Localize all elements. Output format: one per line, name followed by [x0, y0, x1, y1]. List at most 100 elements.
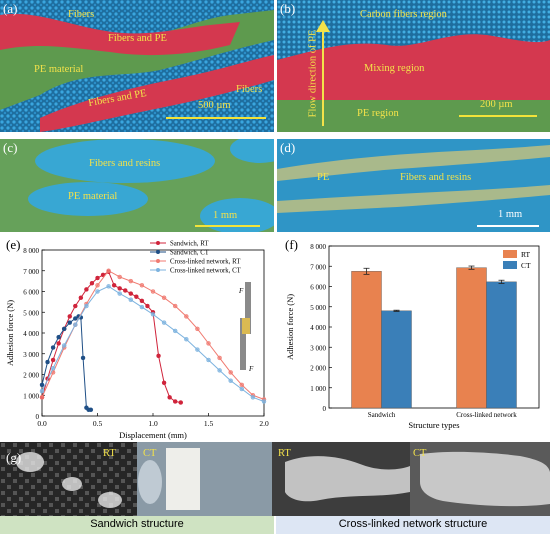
- data-point: [250, 395, 256, 400]
- y-tick-label: 3 000: [310, 344, 326, 352]
- data-point: [184, 314, 189, 319]
- x-tick-label: 2.0: [259, 419, 269, 428]
- data-point: [67, 314, 72, 319]
- panel-c-image: [0, 139, 274, 232]
- specimen-overlap: [242, 318, 250, 334]
- x-tick-label: 1.5: [204, 419, 214, 428]
- data-point: [206, 357, 211, 363]
- data-point: [139, 283, 145, 288]
- label-fibers-top: Fibers: [68, 9, 95, 20]
- panel-a-label: (a): [3, 1, 18, 16]
- y-tick-label: 4 000: [23, 330, 39, 338]
- data-point: [150, 312, 156, 317]
- data-point: [84, 287, 89, 292]
- scale-text-d: 1 mm: [498, 209, 523, 220]
- data-point: [61, 343, 67, 348]
- data-point: [206, 341, 211, 346]
- data-point: [172, 328, 178, 334]
- data-point: [128, 278, 134, 284]
- sandwich-structure-label: Sandwich structure: [0, 516, 274, 534]
- data-point: [161, 320, 167, 325]
- scale-bar-b: [459, 115, 537, 117]
- y-tick-label: 7 000: [310, 263, 326, 271]
- crosslinked-structure-label: Cross-linked network structure: [276, 516, 550, 534]
- data-point: [73, 322, 78, 327]
- panel-g-label: (g): [6, 450, 22, 465]
- y-tick-label: 4 000: [310, 324, 326, 332]
- y-tick-label: 2 000: [310, 365, 326, 373]
- y-tick-label: 0: [323, 405, 327, 413]
- y-tick-label: 0: [36, 413, 40, 421]
- scale-text-a: 500 µm: [198, 100, 231, 111]
- data-point: [84, 303, 89, 309]
- label-fibers-resins-d: Fibers and resins: [400, 172, 472, 183]
- data-point: [184, 336, 189, 342]
- label-fibers-resins-c: Fibers and resins: [89, 158, 161, 169]
- legend-label: RT: [521, 250, 531, 259]
- plot-frame: [41, 249, 265, 417]
- label-rt-crosslinked: RT: [278, 448, 291, 459]
- data-point: [217, 355, 222, 361]
- legend-label: CT: [521, 261, 531, 270]
- panel-g-photos: (g) RT CT RT CT: [0, 442, 550, 516]
- label-ct-crosslinked: CT: [413, 448, 427, 459]
- label-pe-d: PE: [317, 172, 330, 183]
- data-point: [39, 388, 45, 394]
- x-axis-title: Displacement (mm): [119, 430, 187, 440]
- series-line-3: [41, 285, 265, 402]
- bar-rt: [456, 267, 487, 409]
- panel-c-label: (c): [3, 140, 18, 155]
- panel-d-micrograph: (d) PE Fibers and resins 1 mm: [277, 139, 550, 232]
- data-point: [50, 357, 56, 363]
- y-tick-label: 8 000: [310, 243, 326, 251]
- panel-f-chart: (f) 0 1 000 2 000 3 000 4 000 5 000 6 000 7 000…: [277, 236, 550, 442]
- legend-marker: [156, 250, 160, 254]
- data-point: [111, 283, 117, 288]
- data-point: [95, 275, 100, 281]
- force-label-bottom: F: [248, 365, 254, 373]
- label-mixing-region: Mixing region: [364, 63, 425, 74]
- x-tick-label: 1.0: [148, 419, 158, 428]
- legend-marker: [156, 259, 160, 263]
- flow-arrow: [322, 28, 324, 126]
- label-fibers-right: Fibers: [236, 84, 263, 95]
- scale-bar-d: [477, 225, 539, 227]
- label-carbon-fibers-region: Carbon fibers region: [360, 9, 447, 20]
- legend-marker: [156, 241, 160, 245]
- legend-label: Cross-linked network, CT: [170, 268, 242, 275]
- y-tick-label: 7 000: [23, 268, 39, 276]
- panel-a-micrograph: (a) Fibers Fibers and PE PE material Fib…: [0, 0, 274, 132]
- data-point: [106, 284, 111, 289]
- panel-g-image: [0, 442, 550, 516]
- data-point: [139, 298, 145, 304]
- y-tick-label: 1 000: [310, 385, 326, 393]
- legend-label: Sandwich, CT: [170, 250, 210, 257]
- panel-e-chart: (e) 0 1 000 2 000 3 000 4 000 5 000 6 000 7 000…: [0, 236, 274, 442]
- scale-text-c: 1 mm: [213, 210, 238, 221]
- series-line-0: [41, 271, 181, 404]
- label-flow-direction: Flow direction of PE: [307, 29, 319, 118]
- data-point: [195, 347, 200, 352]
- label-pe-material: PE material: [34, 64, 84, 75]
- data-point: [156, 353, 161, 359]
- scale-text-b: 200 µm: [480, 99, 513, 110]
- y-tick-label: 1 000: [23, 392, 39, 400]
- data-point: [145, 303, 150, 309]
- legend-label: Sandwich, RT: [170, 241, 209, 248]
- data-point: [73, 316, 78, 321]
- x-tick-label: 0.5: [93, 419, 103, 428]
- data-point: [67, 320, 72, 325]
- data-point: [80, 355, 86, 361]
- data-point: [89, 280, 95, 286]
- legend-label: Cross-linked network, RT: [170, 259, 241, 266]
- data-point: [161, 295, 167, 300]
- data-point: [56, 334, 61, 340]
- y-tick-label: 5 000: [310, 304, 326, 312]
- line-chart: 0 1 000 2 000 3 000 4 000 5 000 6 000 7 000 8 00…: [5, 241, 269, 441]
- specimen-lower: [240, 318, 246, 370]
- panel-f-label: (f): [285, 237, 298, 252]
- y-tick-label: 3 000: [23, 351, 39, 359]
- data-point: [178, 400, 183, 405]
- bar-chart: 0 1 000 2 000 3 000 4 000 5 000 6 000 7 000 8 00…: [285, 243, 540, 430]
- data-point: [167, 395, 172, 400]
